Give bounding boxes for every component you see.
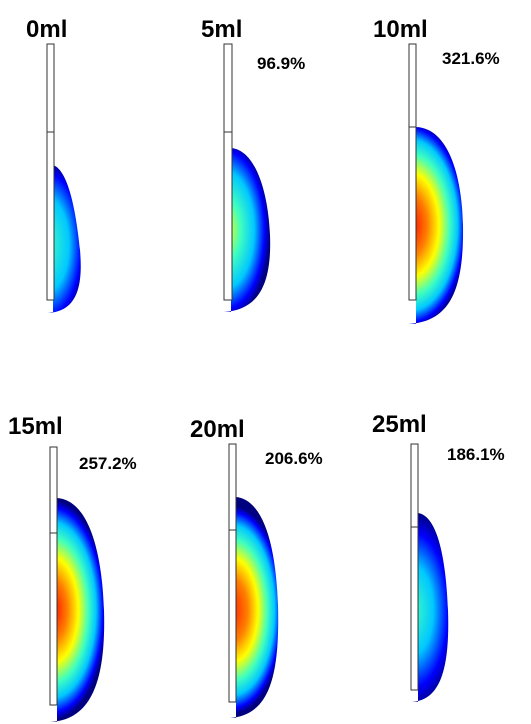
electrode-rod — [223, 43, 233, 301]
percent-label-15ml: 257.2% — [79, 454, 137, 473]
plume-shape — [224, 148, 271, 312]
percent-label-25ml: 186.1% — [447, 445, 505, 464]
electrode-rod — [228, 443, 237, 703]
plume-shape — [412, 513, 449, 702]
plume-shape — [47, 165, 81, 313]
plume-shape — [408, 127, 464, 324]
electrode-rod — [410, 443, 419, 691]
volume-label-5ml: 5ml — [201, 16, 243, 43]
volume-label-25ml: 25ml — [372, 411, 427, 438]
percent-label-5ml: 96.9% — [257, 54, 306, 73]
electrode-rod — [408, 43, 417, 301]
percent-label-20ml: 206.6% — [265, 449, 323, 468]
volume-label-20ml: 20ml — [190, 416, 245, 443]
percent-label-10ml: 321.6% — [442, 49, 500, 68]
volume-label-10ml: 10ml — [373, 16, 428, 43]
volume-label-0ml: 0ml — [26, 16, 68, 43]
plume-shape — [50, 498, 105, 722]
plume-shape — [230, 497, 279, 718]
volume-label-15ml: 15ml — [8, 413, 63, 440]
electrode-rod — [49, 446, 58, 706]
electrode-rod — [46, 43, 55, 301]
